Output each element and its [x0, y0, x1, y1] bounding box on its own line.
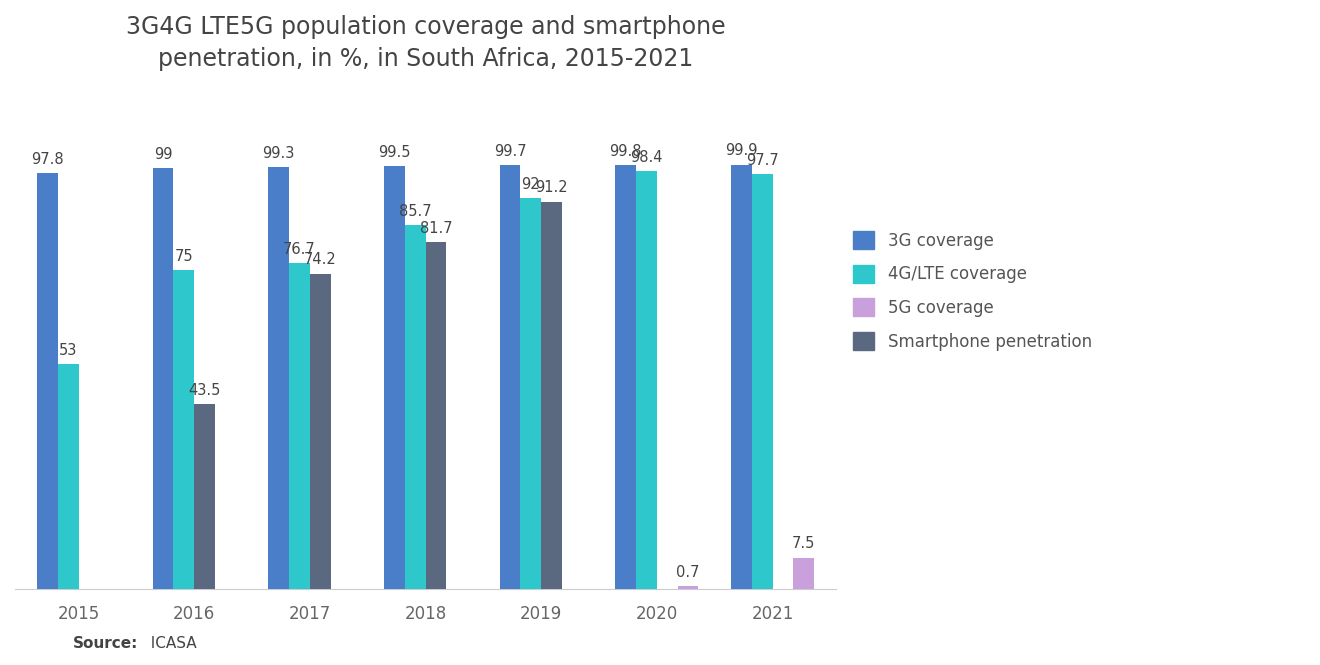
- Text: 74.2: 74.2: [304, 253, 337, 267]
- Bar: [58, 364, 79, 589]
- Text: 99.7: 99.7: [494, 144, 527, 159]
- Text: 7.5: 7.5: [792, 536, 816, 551]
- Title: 3G4G LTE5G population coverage and smartphone
penetration, in %, in South Africa: 3G4G LTE5G population coverage and smart…: [125, 15, 726, 70]
- Text: 99: 99: [154, 147, 173, 162]
- Text: 92: 92: [521, 177, 540, 192]
- Bar: [731, 164, 751, 589]
- Bar: [793, 557, 814, 589]
- Text: 53: 53: [59, 342, 78, 358]
- Text: 99.9: 99.9: [725, 143, 758, 158]
- Bar: [173, 271, 194, 589]
- Bar: [751, 174, 772, 589]
- Bar: [520, 198, 541, 589]
- Text: 99.3: 99.3: [263, 146, 294, 161]
- Legend: 3G coverage, 4G/LTE coverage, 5G coverage, Smartphone penetration: 3G coverage, 4G/LTE coverage, 5G coverag…: [853, 231, 1092, 350]
- Text: 91.2: 91.2: [536, 180, 568, 195]
- Bar: [194, 404, 215, 589]
- Bar: [615, 165, 636, 589]
- Text: 97.8: 97.8: [32, 152, 63, 167]
- Text: 75: 75: [174, 249, 193, 264]
- Bar: [289, 263, 310, 589]
- Text: 85.7: 85.7: [399, 203, 432, 219]
- Bar: [384, 166, 405, 589]
- Text: Source:: Source:: [73, 636, 139, 652]
- Text: 43.5: 43.5: [189, 383, 220, 398]
- Bar: [425, 242, 446, 589]
- Bar: [268, 167, 289, 589]
- Bar: [677, 587, 698, 589]
- Text: 99.5: 99.5: [378, 145, 411, 160]
- Bar: [636, 171, 657, 589]
- Bar: [310, 274, 331, 589]
- Text: 76.7: 76.7: [282, 242, 315, 257]
- Bar: [541, 201, 562, 589]
- Text: 97.7: 97.7: [746, 152, 779, 168]
- Text: 99.8: 99.8: [610, 144, 642, 158]
- Text: 0.7: 0.7: [676, 565, 700, 580]
- Bar: [153, 168, 173, 589]
- Bar: [37, 174, 58, 589]
- Text: ICASA: ICASA: [141, 636, 197, 652]
- Text: 81.7: 81.7: [420, 221, 453, 235]
- Text: 98.4: 98.4: [630, 150, 663, 164]
- Bar: [499, 166, 520, 589]
- Bar: [405, 225, 425, 589]
